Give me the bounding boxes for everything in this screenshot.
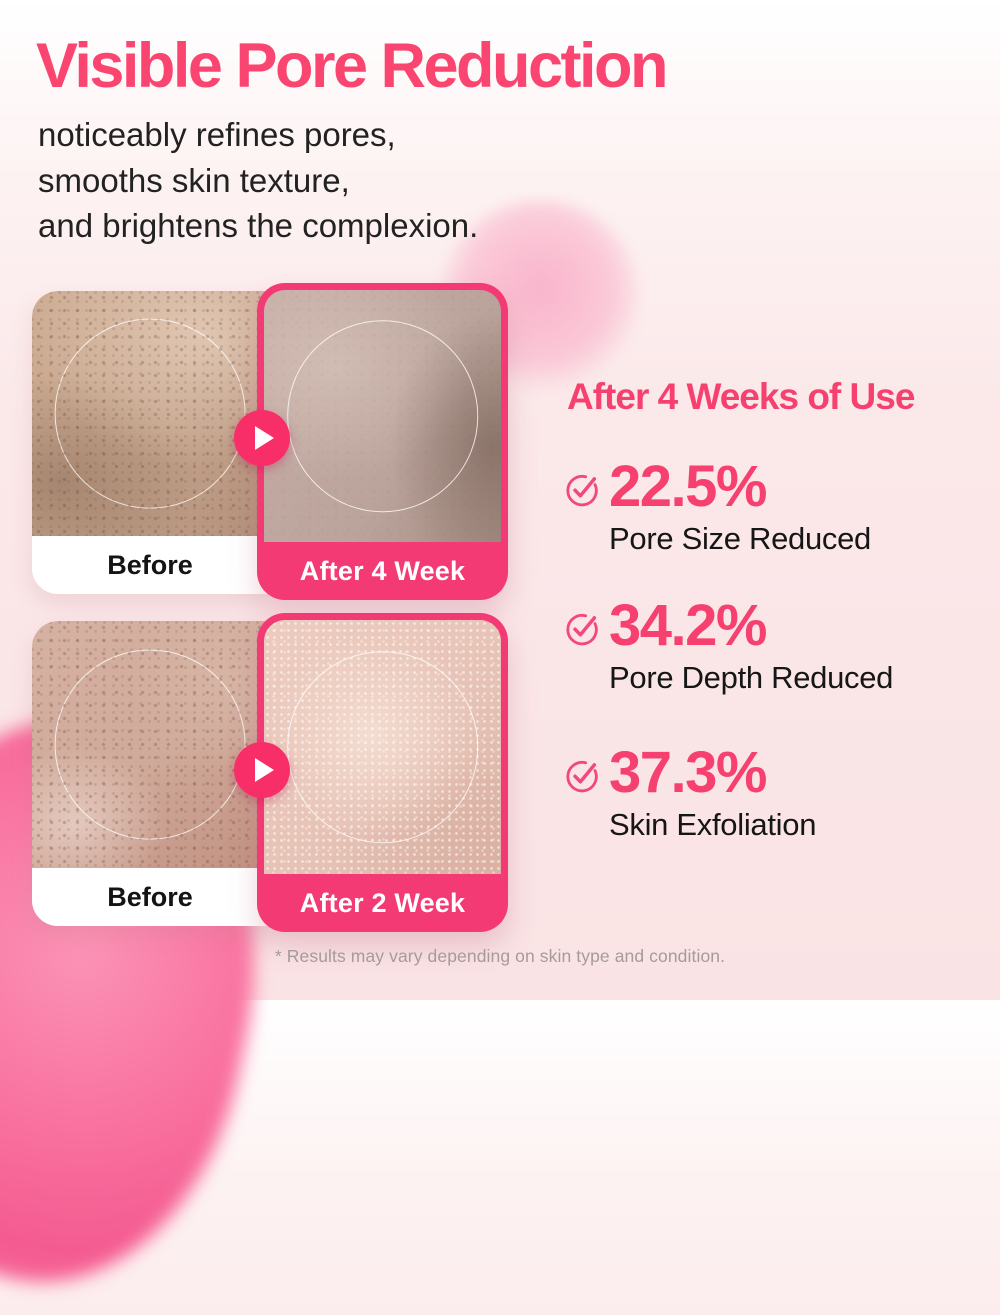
focus-circle xyxy=(54,649,246,840)
comparison-panel-week4: Before After 4 Week xyxy=(32,283,508,600)
before-label: Before xyxy=(32,868,268,926)
stat-body: 22.5% Pore Size Reduced xyxy=(609,458,871,557)
stat-body: 37.3% Skin Exfoliation xyxy=(609,744,816,843)
after-card-week4: After 4 Week xyxy=(257,283,508,600)
comparison-panel-week2: Before After 2 Week xyxy=(32,613,508,932)
before-label-text: Before xyxy=(107,549,193,580)
subtitle-line-1: noticeably refines pores, xyxy=(38,116,396,153)
stat-pore-depth: 34.2% Pore Depth Reduced xyxy=(563,597,893,696)
focus-circle xyxy=(286,651,479,843)
subtitle-line-3: and brightens the complexion. xyxy=(38,207,479,245)
stat-value: 37.3% xyxy=(609,740,767,805)
stat-skin-exfoliation: 37.3% Skin Exfoliation xyxy=(563,744,816,843)
focus-circle xyxy=(54,318,246,509)
page-title: Visible Pore Reduction xyxy=(36,31,669,101)
play-icon xyxy=(255,426,274,450)
after-label-text: After 4 Week xyxy=(299,555,466,586)
focus-circle xyxy=(286,320,479,512)
subtitle: noticeably refines pores, smooths skin t… xyxy=(38,112,478,249)
after-label: After 4 Week xyxy=(264,542,501,600)
after-label-text: After 2 Week xyxy=(299,887,466,918)
before-photo-week4 xyxy=(32,291,268,536)
stat-body: 34.2% Pore Depth Reduced xyxy=(609,597,893,696)
play-button[interactable] xyxy=(234,410,290,466)
before-photo-week2 xyxy=(32,621,268,868)
after-photo-week4 xyxy=(264,290,501,542)
check-circle-icon xyxy=(566,613,598,646)
stat-label: Pore Depth Reduced xyxy=(609,660,894,695)
before-card-week2: Before xyxy=(32,621,268,926)
check-circle-icon xyxy=(566,474,598,507)
before-label-text: Before xyxy=(107,881,193,912)
play-button[interactable] xyxy=(234,742,290,798)
disclaimer: * Results may vary depending on skin typ… xyxy=(274,946,726,966)
stat-value: 34.2% xyxy=(609,593,767,658)
stat-value: 22.5% xyxy=(609,454,767,519)
stat-label: Pore Size Reduced xyxy=(609,521,872,556)
play-icon xyxy=(255,758,274,782)
after-label: After 2 Week xyxy=(264,874,501,932)
before-label: Before xyxy=(32,536,268,594)
after-card-week2: After 2 Week xyxy=(257,613,508,932)
after-photo-week2 xyxy=(264,620,501,874)
before-card-week4: Before xyxy=(32,291,268,594)
results-heading: After 4 Weeks of Use xyxy=(567,376,915,417)
stat-label: Skin Exfoliation xyxy=(609,807,817,842)
subtitle-line-2: smooths skin texture, xyxy=(38,161,350,199)
check-circle-icon xyxy=(566,760,598,793)
stat-pore-size: 22.5% Pore Size Reduced xyxy=(563,458,871,557)
